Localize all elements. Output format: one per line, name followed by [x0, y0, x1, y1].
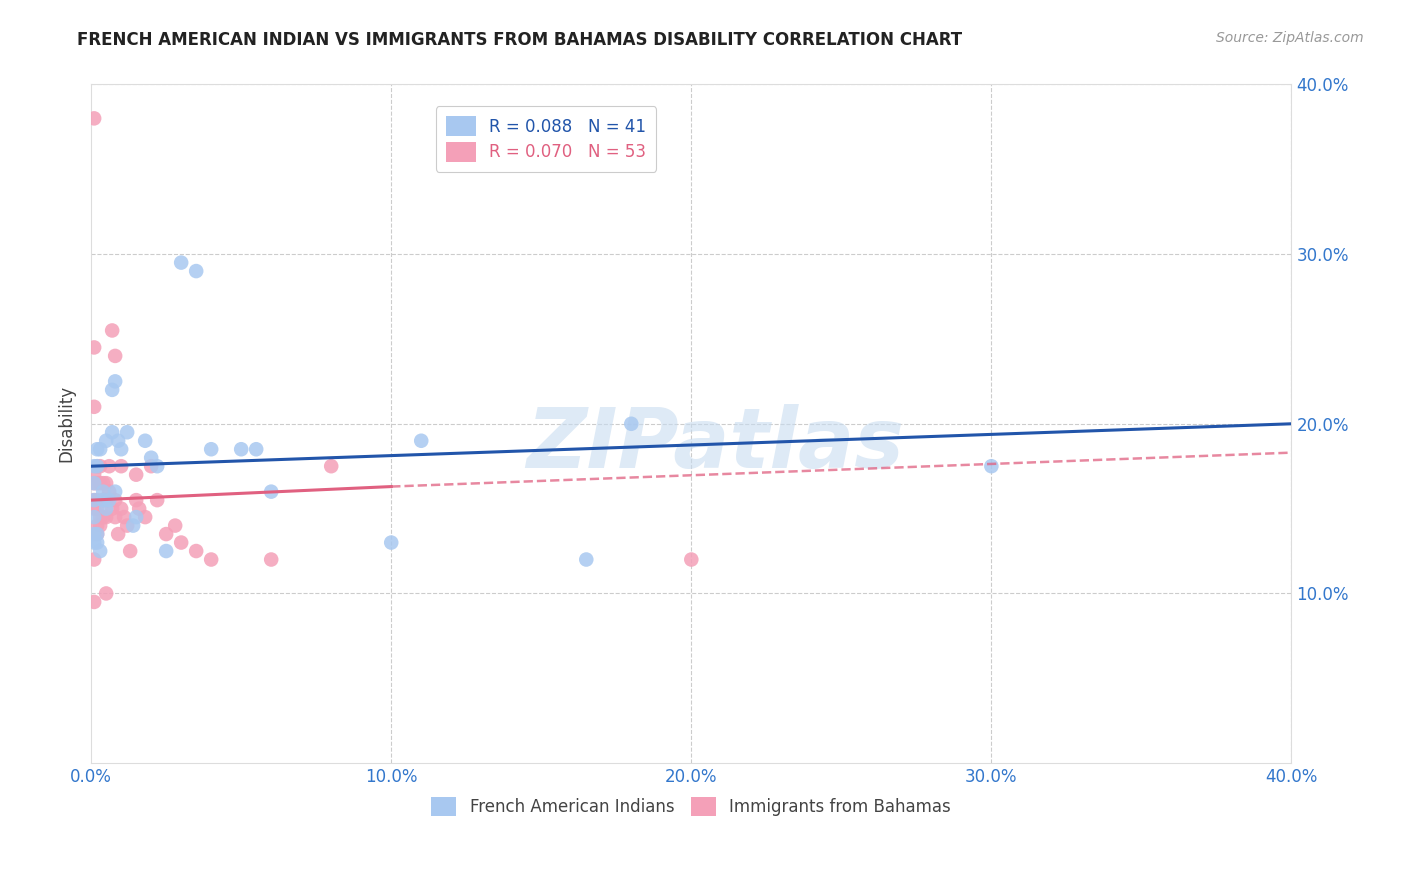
Point: [120, 544, 142, 558]
Point: [146, 459, 169, 474]
Point: [83, 595, 105, 609]
Point: [101, 383, 124, 397]
Point: [110, 459, 132, 474]
Point: [96, 493, 118, 508]
Point: [104, 375, 127, 389]
Point: [155, 544, 177, 558]
Point: [620, 417, 643, 431]
Point: [91, 493, 114, 508]
Point: [141, 459, 163, 474]
Point: [98, 484, 121, 499]
Point: [83, 552, 105, 566]
Point: [110, 501, 132, 516]
Point: [83, 493, 105, 508]
Point: [115, 518, 138, 533]
Point: [231, 442, 253, 457]
Point: [98, 493, 121, 508]
Point: [86, 501, 108, 516]
Point: [83, 501, 105, 516]
Point: [980, 459, 1002, 474]
Point: [83, 535, 105, 549]
Point: [83, 400, 105, 414]
Point: [115, 425, 138, 440]
Point: [125, 467, 148, 482]
Point: [101, 425, 124, 440]
Text: FRENCH AMERICAN INDIAN VS IMMIGRANTS FROM BAHAMAS DISABILITY CORRELATION CHART: FRENCH AMERICAN INDIAN VS IMMIGRANTS FRO…: [77, 31, 963, 49]
Point: [575, 552, 598, 566]
Point: [83, 476, 105, 491]
Point: [101, 501, 124, 516]
Point: [155, 527, 177, 541]
Point: [83, 112, 105, 126]
Point: [186, 264, 208, 278]
Point: [89, 459, 111, 474]
Text: ZIPatlas: ZIPatlas: [526, 404, 904, 484]
Point: [104, 484, 127, 499]
Point: [170, 255, 193, 269]
Point: [91, 510, 114, 524]
Point: [89, 442, 111, 457]
Point: [411, 434, 433, 448]
Point: [200, 442, 222, 457]
Point: [146, 493, 169, 508]
Point: [83, 340, 105, 354]
Point: [186, 544, 208, 558]
Point: [91, 484, 114, 499]
Point: [86, 476, 108, 491]
Point: [86, 535, 108, 549]
Point: [86, 518, 108, 533]
Point: [101, 323, 124, 337]
Point: [134, 434, 156, 448]
Y-axis label: Disability: Disability: [58, 385, 75, 462]
Point: [134, 510, 156, 524]
Point: [122, 518, 145, 533]
Point: [200, 552, 222, 566]
Point: [96, 586, 118, 600]
Point: [89, 544, 111, 558]
Point: [170, 535, 193, 549]
Point: [96, 476, 118, 491]
Point: [321, 459, 343, 474]
Point: [125, 510, 148, 524]
Point: [86, 459, 108, 474]
Point: [260, 552, 283, 566]
Point: [91, 476, 114, 491]
Point: [112, 510, 135, 524]
Legend: French American Indians, Immigrants from Bahamas: French American Indians, Immigrants from…: [425, 790, 957, 822]
Point: [98, 459, 121, 474]
Point: [83, 527, 105, 541]
Point: [245, 442, 267, 457]
Point: [104, 510, 127, 524]
Point: [96, 434, 118, 448]
Point: [86, 459, 108, 474]
Point: [96, 510, 118, 524]
Point: [260, 484, 283, 499]
Point: [165, 518, 187, 533]
Point: [125, 493, 148, 508]
Point: [380, 535, 402, 549]
Point: [86, 527, 108, 541]
Point: [96, 501, 118, 516]
Point: [83, 493, 105, 508]
Text: Source: ZipAtlas.com: Source: ZipAtlas.com: [1216, 31, 1364, 45]
Point: [86, 527, 108, 541]
Point: [86, 493, 108, 508]
Point: [681, 552, 703, 566]
Point: [89, 518, 111, 533]
Point: [91, 493, 114, 508]
Point: [104, 349, 127, 363]
Point: [128, 501, 150, 516]
Point: [107, 434, 129, 448]
Point: [86, 442, 108, 457]
Point: [104, 493, 127, 508]
Point: [83, 459, 105, 474]
Point: [89, 476, 111, 491]
Point: [89, 510, 111, 524]
Point: [83, 510, 105, 524]
Point: [83, 476, 105, 491]
Point: [107, 527, 129, 541]
Point: [110, 442, 132, 457]
Point: [141, 450, 163, 465]
Point: [83, 467, 105, 482]
